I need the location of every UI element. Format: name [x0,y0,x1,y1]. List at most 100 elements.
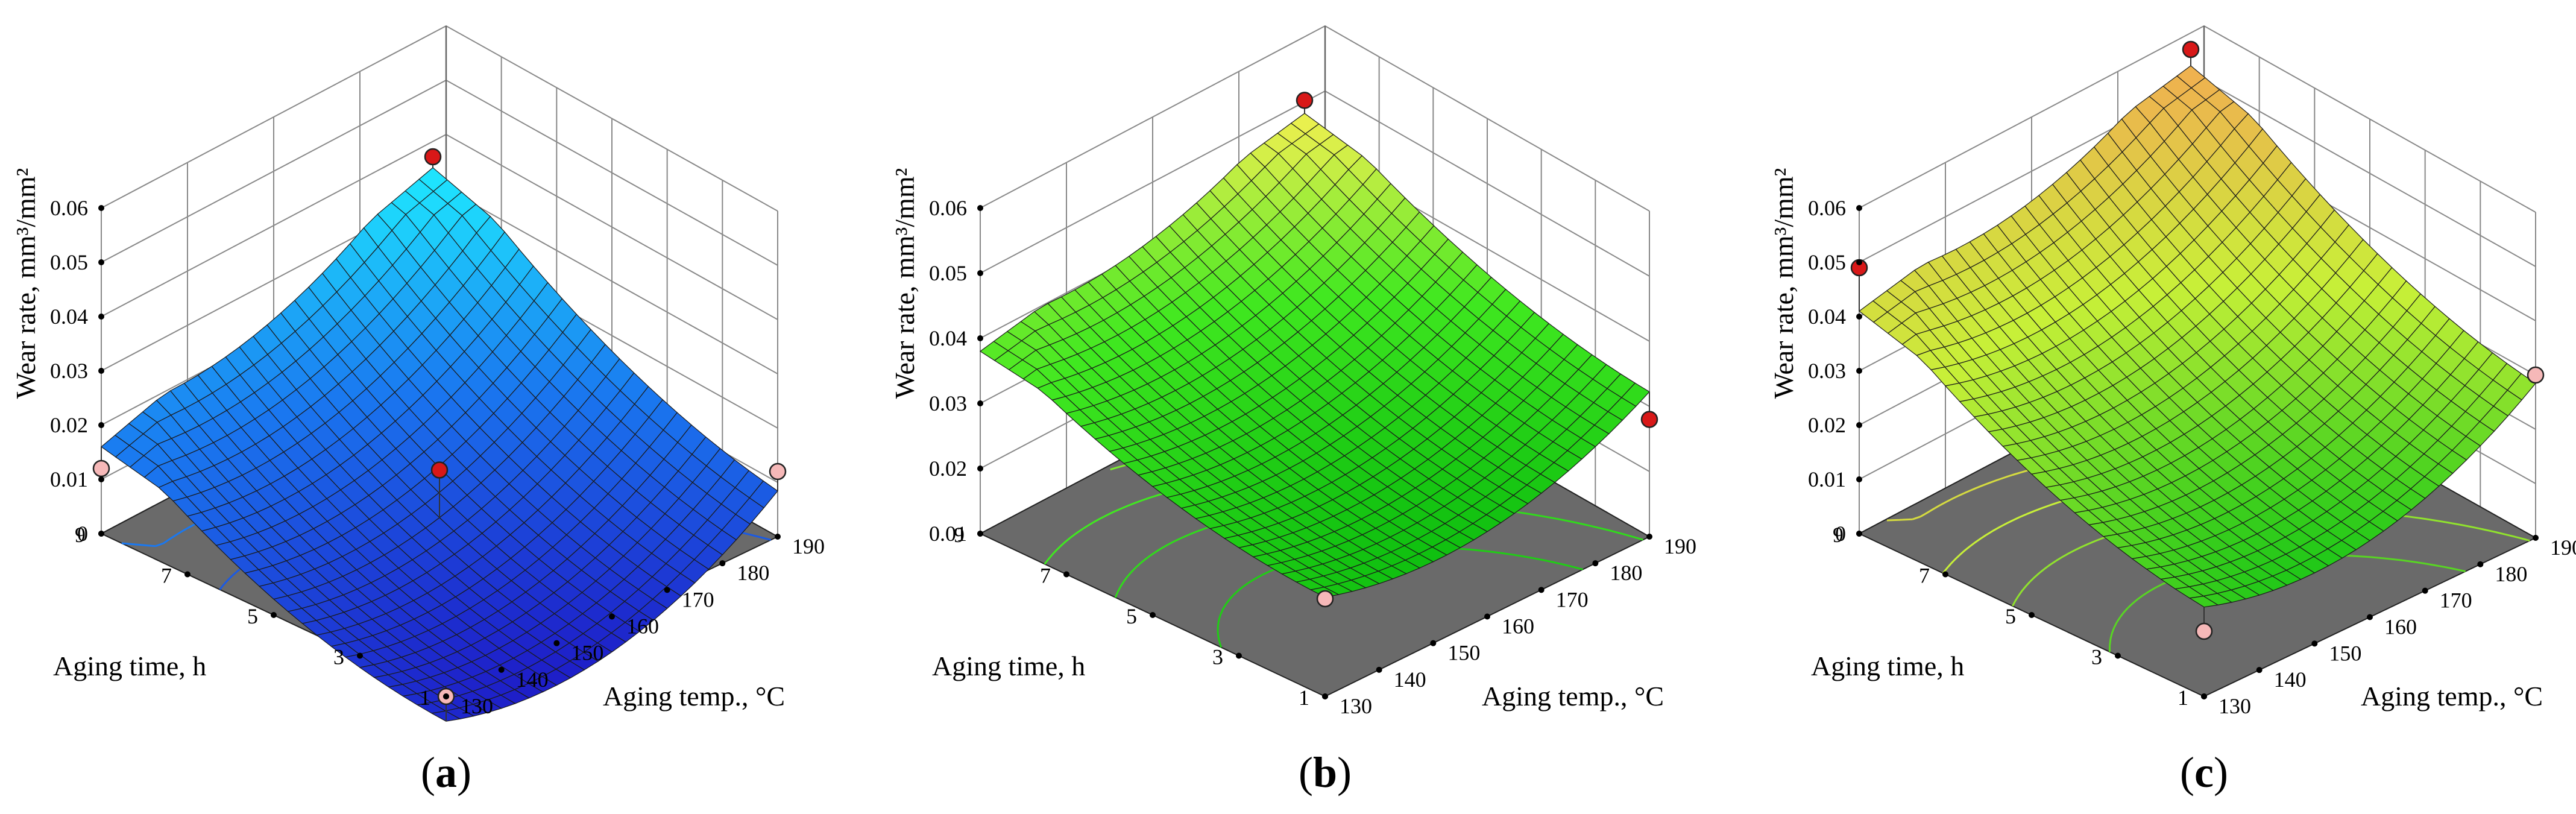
z-tick-label: 0.03 [1808,359,1846,383]
z-tick-mark [1856,205,1862,211]
x-axis-title: Aging temp., °C [1482,681,1664,711]
y-tick-mark [2029,612,2035,618]
z-tick-mark [977,465,983,472]
x-tick-mark [443,693,449,699]
z-tick-mark [98,314,104,320]
y-tick-label: 1 [420,686,430,710]
z-tick-mark [98,368,104,374]
z-axis-title: Wear rate, mm³/mm² [10,168,41,399]
z-tick-label: 0.03 [50,359,88,383]
x-tick-label: 150 [571,641,603,665]
x-tick-label: 170 [1556,587,1589,611]
chart-panel-1: 0 0.01 0.02 0.03 0.04 0.05 0.06 Wear rate, mm³/… [10,25,825,797]
y-tick-label: 1 [1299,686,1309,710]
y-tick-label: 7 [161,564,172,588]
y-tick-label: 5 [247,604,258,628]
x-tick-mark [553,640,560,646]
z-tick-label: 0.04 [929,326,967,350]
x-tick-mark [664,587,670,593]
y-tick-label: 9 [75,523,86,547]
x-tick-mark [1430,640,1437,646]
x-tick-label: 160 [626,614,659,639]
z-tick-label: 0.01 [1808,467,1846,491]
z-tick-mark [977,270,983,276]
x-tick-mark [1538,587,1545,593]
x-tick-label: 130 [2219,694,2251,718]
design-point [1640,411,1658,428]
x-tick-mark [775,534,781,540]
z-tick-label: 0.06 [929,196,967,220]
x-tick-mark [2311,640,2318,647]
x-tick-mark [2422,587,2428,594]
z-tick-label: 0.01 [929,522,967,546]
x-tick-mark [1646,534,1652,540]
y-tick-mark [1236,652,1242,659]
x-tick-mark [1376,666,1382,673]
z-tick-mark [1856,422,1862,428]
y-tick-label: 3 [1212,645,1223,669]
z-tick-label: 0.04 [1808,304,1846,329]
chart-panel-2: 0.01 0.02 0.03 0.04 0.05 0.06 Wear rate, mm³/m… [889,25,1696,797]
y-tick-label: 3 [333,645,344,669]
design-point [2182,40,2200,58]
x-tick-label: 190 [1664,534,1696,558]
panel-label: (a) [421,748,471,797]
y-tick-mark [1150,612,1156,618]
x-tick-mark [1322,693,1328,699]
panel-label: (b) [1299,748,1352,797]
x-tick-label: 140 [516,667,549,692]
y-tick-label: 9 [1833,523,1844,547]
design-point [424,148,442,166]
x-tick-label: 160 [2384,615,2417,639]
y-tick-label: 1 [2178,686,2188,710]
y-tick-label: 7 [1040,564,1051,588]
design-point [92,459,110,478]
surface-cell [2188,595,2219,608]
z-tick-mark [1856,259,1862,265]
z-tick-label: 0.05 [1808,250,1846,274]
x-tick-label: 130 [461,694,493,718]
x-tick-mark [609,613,615,620]
z-tick-mark [1856,314,1862,320]
y-tick-mark [2115,652,2121,659]
y-axis-title: Aging time, h [1811,651,1964,681]
z-tick-label: 0.02 [50,413,88,437]
z-tick-label: 0 [1835,522,1846,546]
design-point [2527,366,2545,384]
z-axis-title: Wear rate, mm³/mm² [1768,168,1799,399]
y-tick-mark [184,571,191,578]
z-tick-mark [98,205,104,211]
y-tick-label: 7 [1919,564,1930,588]
x-tick-label: 140 [2274,667,2307,692]
x-tick-mark [2201,693,2207,699]
y-tick-mark [98,531,104,537]
y-tick-mark [1856,531,1862,537]
y-tick-mark [1063,571,1069,578]
x-tick-label: 190 [792,534,825,558]
z-tick-mark [977,400,983,406]
x-tick-label: 180 [737,561,769,585]
x-tick-mark [2477,561,2484,567]
z-tick-label: 0.05 [929,261,967,285]
z-tick-label: 0.06 [1808,196,1846,220]
y-axis-title: Aging time, h [932,651,1085,681]
z-tick-label: 0 [77,522,88,546]
y-tick-mark [1942,571,1948,578]
design-point [1316,590,1334,608]
y-tick-label: 3 [2091,645,2102,669]
x-axis-title: Aging temp., °C [2361,681,2543,711]
x-tick-label: 160 [1502,614,1534,639]
chart-panel-3: 0 0.01 0.02 0.03 0.04 0.05 0.06 Wear rate, mm³/… [1768,25,2576,797]
z-tick-label: 0.04 [50,304,88,329]
x-tick-label: 150 [2329,641,2361,665]
x-tick-mark [1592,560,1599,567]
response-surface [979,113,1650,598]
x-tick-mark [2533,535,2539,541]
x-tick-mark [1484,613,1490,620]
x-tick-label: 180 [2495,562,2527,586]
x-axis-title: Aging temp., °C [603,681,785,711]
y-tick-label: 5 [1126,604,1137,628]
z-tick-mark [977,205,983,211]
response-surface [1859,65,2536,608]
